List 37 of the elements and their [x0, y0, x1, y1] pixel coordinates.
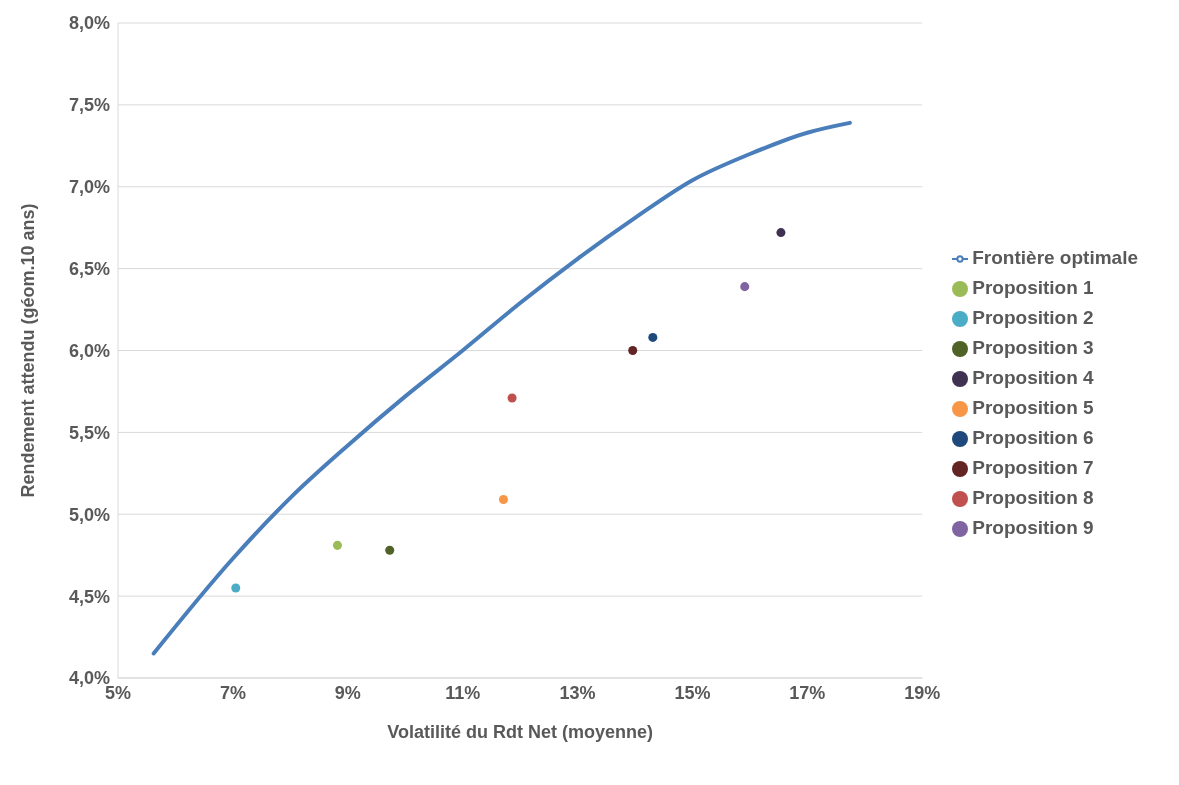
- x-tick-label: 17%: [789, 682, 826, 703]
- x-tick-label: 11%: [445, 682, 481, 703]
- point: [332, 540, 342, 550]
- y-tick-label: 6,0%: [68, 340, 110, 361]
- legend-label: Proposition 3: [972, 337, 1094, 358]
- point: [740, 282, 750, 292]
- y-tick-label: 7,5%: [68, 95, 110, 116]
- point: [776, 228, 786, 238]
- legend-label: Proposition 8: [972, 487, 1094, 508]
- point: [628, 345, 638, 356]
- y-tick-label: 5,5%: [68, 422, 110, 443]
- x-axis-title: Volatilité du Rdt Net (moyenne): [387, 722, 653, 742]
- x-tick-label: 9%: [334, 682, 361, 703]
- legend-label: Proposition 2: [972, 307, 1094, 328]
- point: [498, 495, 508, 505]
- x-tick-label: 19%: [904, 682, 941, 703]
- y-tick-label: 5,0%: [68, 504, 110, 525]
- y-axis-title: Rendement attendu (géom.10 ans): [18, 203, 39, 498]
- legend-label: Frontière optimale: [972, 247, 1138, 268]
- legend-label: Proposition 1: [972, 277, 1094, 298]
- legend-label: Proposition 5: [972, 397, 1094, 418]
- y-tick-label: 4,5%: [68, 586, 110, 607]
- y-tick-label: 8,0%: [68, 13, 110, 34]
- point: [231, 583, 241, 593]
- x-tick-label: 13%: [559, 682, 596, 703]
- y-tick-label: 7,0%: [68, 177, 110, 198]
- point: [507, 393, 517, 403]
- point: [648, 332, 658, 342]
- legend-label: Proposition 4: [972, 367, 1094, 388]
- x-tick-label: 15%: [674, 682, 711, 703]
- line-series: [151, 120, 852, 656]
- y-tick-label: 6,5%: [68, 259, 110, 280]
- legend-label: Proposition 6: [972, 427, 1094, 448]
- legend-label: Proposition 9: [972, 517, 1094, 538]
- x-tick-label: 7%: [219, 682, 246, 703]
- legend-label: Proposition 7: [972, 457, 1094, 478]
- point: [385, 545, 395, 555]
